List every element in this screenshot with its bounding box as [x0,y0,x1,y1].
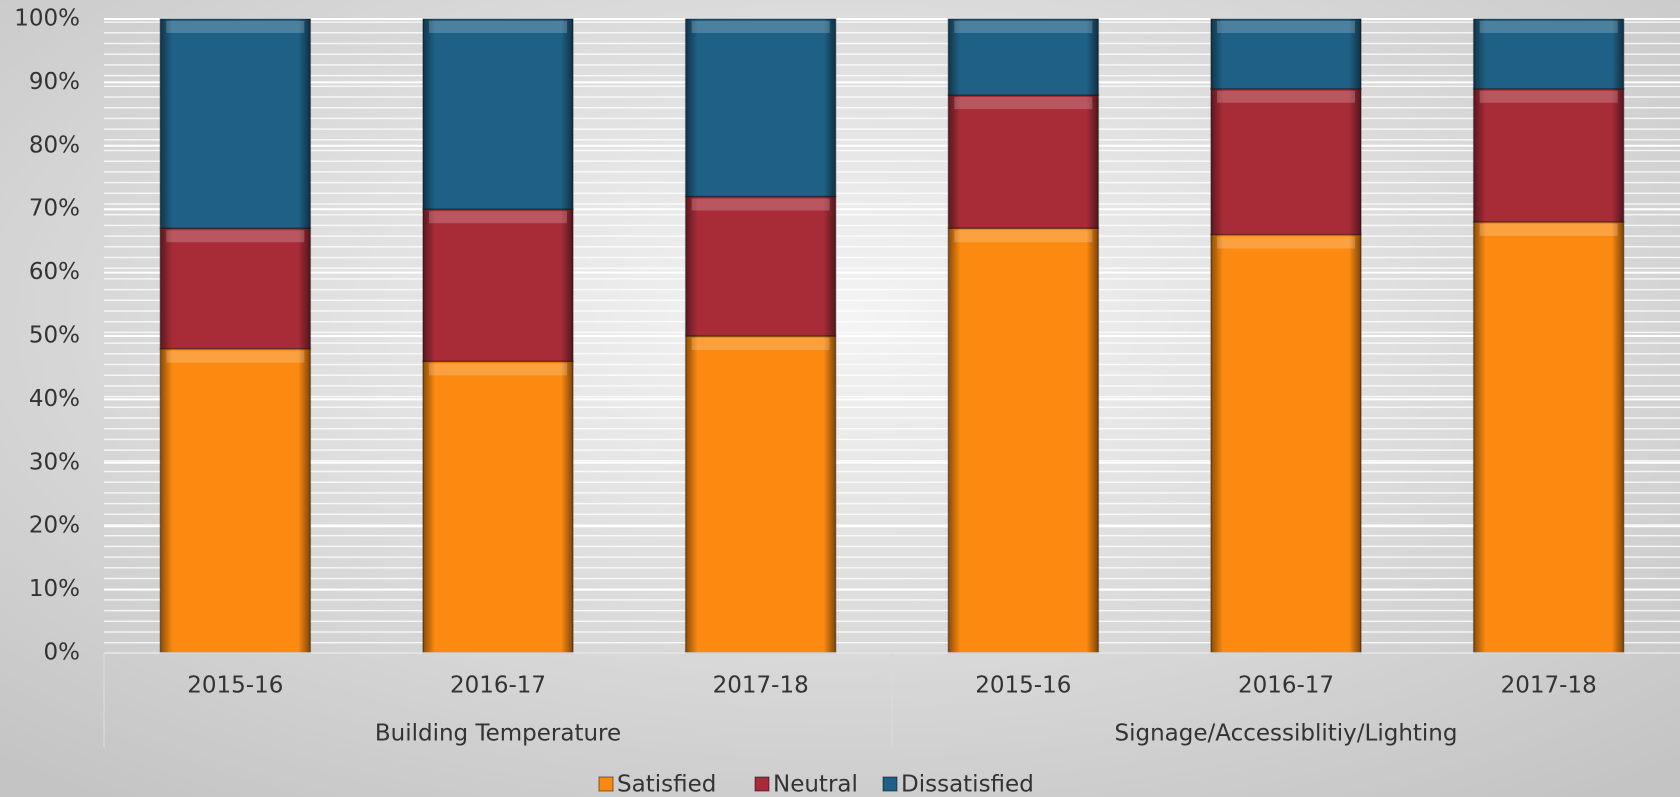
bar-highlight [954,21,1093,33]
group-label: Signage/Accessiblitiy/Lighting [1114,721,1457,747]
bar-highlight [954,230,1093,243]
bar-shade [160,348,311,653]
group-label: Building Temperature [375,721,621,747]
bar-highlight [1479,223,1618,236]
bar-highlight [1479,21,1618,33]
legend-swatch [754,776,770,792]
x-tick-label: 2016-17 [1238,673,1334,699]
bar-shade [685,336,836,653]
y-tick-label: 60% [29,259,80,285]
x-tick-label: 2017-18 [1501,673,1597,699]
bar-shade [685,19,836,197]
bar-highlight [429,363,567,376]
bar-shade [1211,234,1361,653]
bar-shade [948,228,1099,653]
y-tick-label: 90% [29,69,80,95]
bar-shade [160,19,311,229]
bar-shade [948,19,1099,96]
bar-highlight [1217,90,1355,103]
legend-swatch [598,776,614,792]
x-tick-label: 2015-16 [187,673,283,699]
x-tick-label: 2017-18 [713,673,809,699]
bar-highlight [691,198,830,211]
bar-highlight [166,350,305,363]
legend-label: Dissatisfied [901,772,1034,797]
bar-shade [685,196,836,336]
bar-shade [423,19,573,210]
bar-highlight [691,21,830,33]
bar-highlight [166,230,305,243]
y-tick-label: 80% [29,132,80,158]
legend-label: Neutral [773,772,858,797]
bar-shade [1473,221,1624,653]
bar-shade [423,361,573,653]
bar-shade [160,228,311,349]
bar-highlight [691,338,830,350]
bar-shade [948,95,1099,229]
bar-highlight [1479,90,1618,103]
y-tick-label: 40% [29,386,80,412]
bar-highlight [429,21,567,33]
bar-highlight [166,21,305,33]
bar-highlight [1217,236,1355,249]
y-tick-label: 10% [29,576,80,602]
y-tick-label: 30% [29,449,80,475]
bar-shade [1473,19,1624,89]
legend-swatch [882,776,898,792]
y-tick-label: 70% [29,196,80,222]
x-tick-label: 2016-17 [450,673,546,699]
bar-highlight [429,211,567,224]
y-tick-label: 50% [29,323,80,349]
bar-highlight [1217,21,1355,33]
bar-shade [1211,88,1361,235]
x-tick-label: 2015-16 [975,673,1071,699]
y-tick-label: 20% [29,513,80,539]
y-tick-label: 0% [44,640,81,666]
bar-shade [1211,19,1361,89]
bar-shade [1473,88,1624,222]
bar-highlight [954,97,1093,110]
bar-shade [423,209,573,362]
legend-label: Satisfied [617,772,716,797]
y-tick-label: 100% [14,6,80,32]
